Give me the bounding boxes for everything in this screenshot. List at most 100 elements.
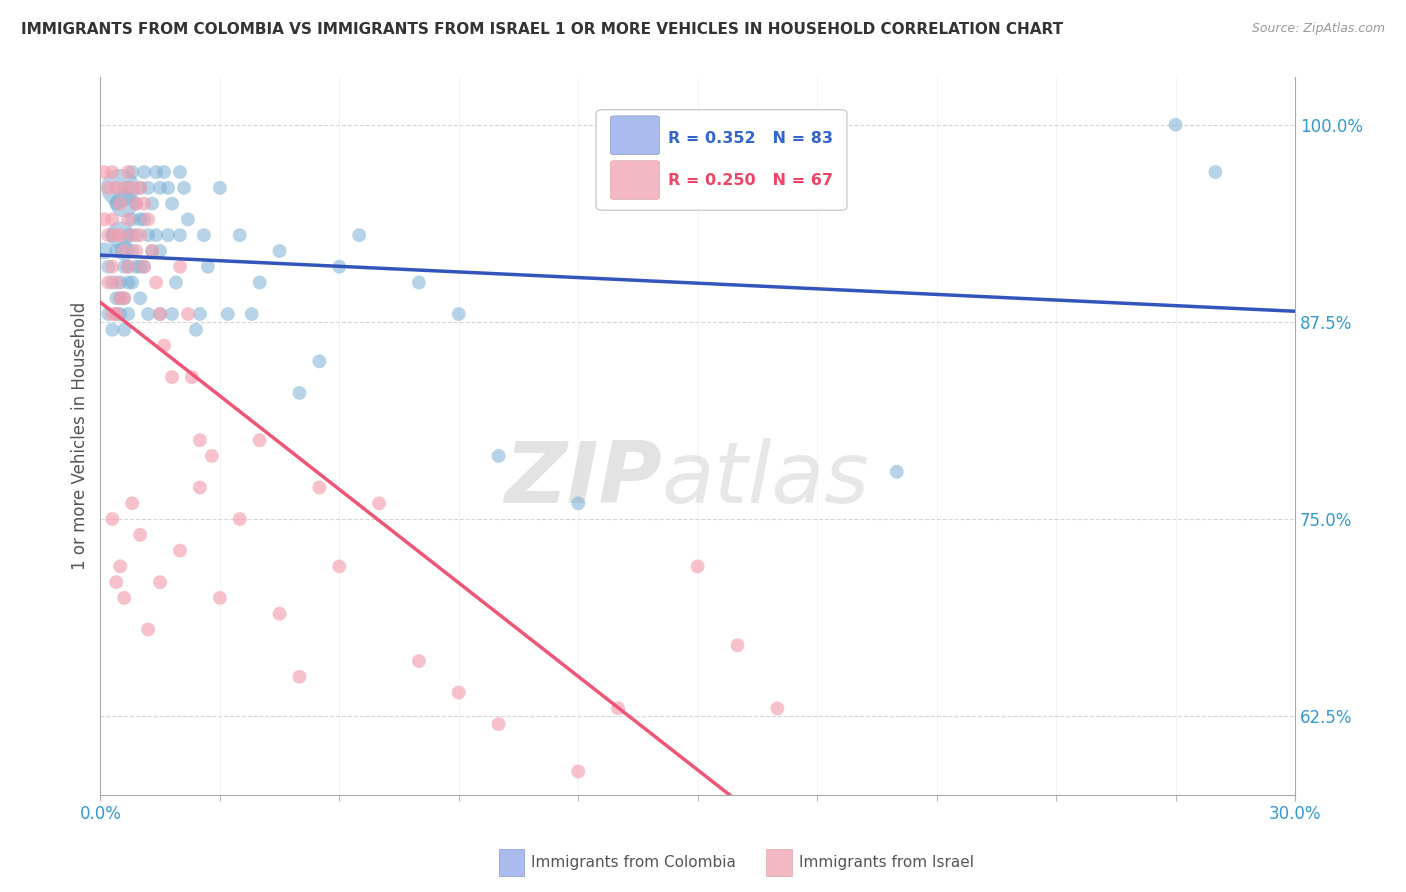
Point [197, 260, 219, 274]
Point [447, 685, 470, 699]
Point [105, 181, 128, 195]
Point [249, 276, 271, 290]
Point [229, 228, 252, 243]
Text: Immigrants from Israel: Immigrants from Israel [799, 855, 973, 870]
Point [97, 276, 120, 290]
Point [217, 307, 239, 321]
Point [125, 244, 148, 258]
Text: atlas: atlas [662, 438, 870, 521]
Point [160, 370, 183, 384]
Point [188, 481, 211, 495]
Point [125, 228, 148, 243]
Point [141, 244, 163, 258]
Point [149, 181, 172, 195]
Point [149, 575, 172, 590]
Point [136, 212, 159, 227]
Point [188, 433, 211, 447]
Text: ZIP: ZIP [505, 438, 662, 521]
Point [368, 496, 391, 510]
Point [240, 307, 263, 321]
Point [184, 323, 207, 337]
Point [157, 181, 180, 195]
Point [125, 260, 148, 274]
Point [153, 338, 176, 352]
Point [97, 307, 120, 321]
Point [121, 496, 143, 510]
Point [886, 465, 908, 479]
Point [607, 701, 630, 715]
Point [686, 559, 709, 574]
Point [112, 291, 135, 305]
Point [112, 196, 135, 211]
Point [121, 228, 143, 243]
Point [112, 260, 135, 274]
Point [129, 228, 152, 243]
Point [201, 449, 224, 463]
Point [112, 291, 135, 305]
Point [110, 307, 132, 321]
Point [129, 260, 152, 274]
Point [136, 623, 159, 637]
Point [145, 276, 167, 290]
Point [93, 244, 115, 258]
FancyBboxPatch shape [610, 161, 659, 200]
Point [408, 654, 430, 668]
Point [136, 307, 159, 321]
Point [105, 575, 128, 590]
Point [110, 228, 132, 243]
FancyBboxPatch shape [596, 110, 846, 211]
Point [169, 260, 191, 274]
Point [567, 496, 589, 510]
Point [269, 244, 291, 258]
Point [101, 165, 124, 179]
Point [97, 260, 120, 274]
Point [110, 196, 132, 211]
Point [149, 244, 172, 258]
Point [173, 181, 195, 195]
Text: Immigrants from Colombia: Immigrants from Colombia [531, 855, 737, 870]
Point [141, 244, 163, 258]
Point [136, 228, 159, 243]
Point [134, 260, 156, 274]
Point [125, 196, 148, 211]
Point [181, 370, 204, 384]
Point [208, 181, 231, 195]
Text: IMMIGRANTS FROM COLOMBIA VS IMMIGRANTS FROM ISRAEL 1 OR MORE VEHICLES IN HOUSEHO: IMMIGRANTS FROM COLOMBIA VS IMMIGRANTS F… [21, 22, 1063, 37]
Text: Source: ZipAtlas.com: Source: ZipAtlas.com [1251, 22, 1385, 36]
Point [766, 701, 789, 715]
Point [112, 244, 135, 258]
Point [177, 212, 200, 227]
Point [134, 165, 156, 179]
Point [110, 228, 132, 243]
Text: R = 0.352   N = 83: R = 0.352 N = 83 [668, 131, 832, 146]
Point [134, 212, 156, 227]
Point [408, 276, 430, 290]
Point [105, 244, 128, 258]
Point [129, 212, 152, 227]
Point [105, 276, 128, 290]
FancyBboxPatch shape [610, 116, 659, 154]
Point [112, 244, 135, 258]
Point [93, 165, 115, 179]
Point [121, 244, 143, 258]
Point [169, 228, 191, 243]
Point [447, 307, 470, 321]
Point [101, 307, 124, 321]
Point [129, 528, 152, 542]
Point [141, 196, 163, 211]
Point [567, 764, 589, 779]
Point [727, 638, 749, 652]
Point [149, 307, 172, 321]
Point [110, 291, 132, 305]
Point [188, 307, 211, 321]
Point [193, 228, 215, 243]
Point [105, 196, 128, 211]
Point [97, 181, 120, 195]
Point [121, 212, 143, 227]
Point [117, 228, 139, 243]
Point [208, 591, 231, 605]
Point [129, 181, 152, 195]
Point [110, 276, 132, 290]
Point [110, 181, 132, 195]
Point [112, 181, 135, 195]
